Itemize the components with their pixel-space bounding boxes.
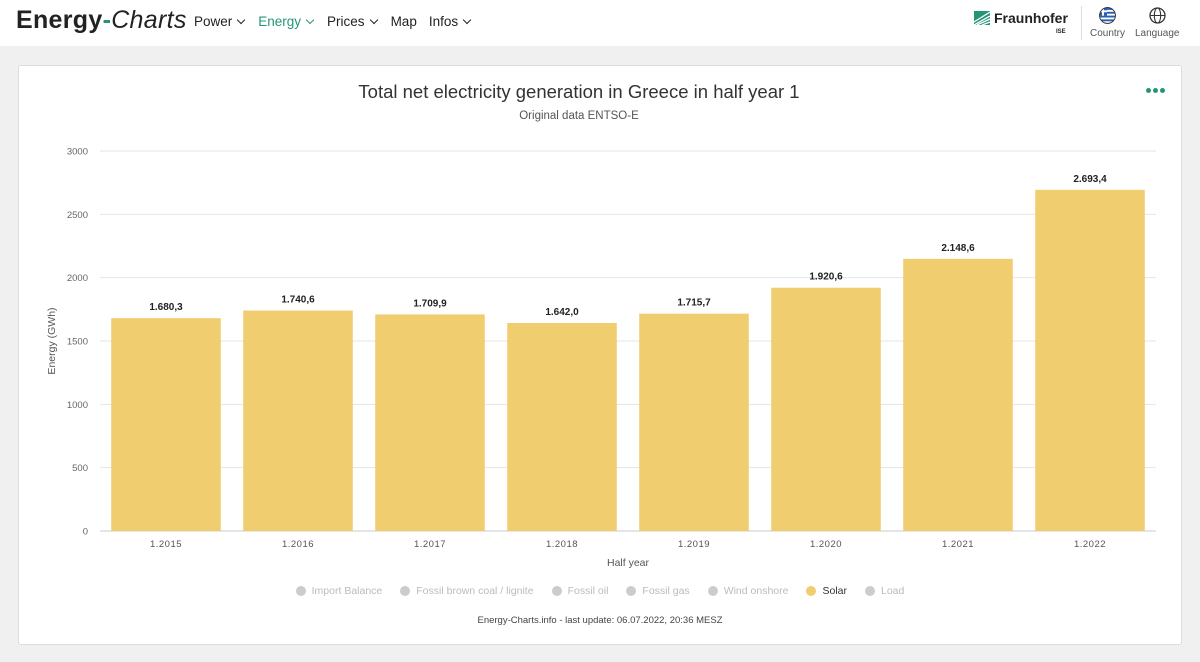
bar-1.2017[interactable] <box>375 314 485 531</box>
y-tick-label: 1500 <box>67 337 88 348</box>
header-divider <box>1081 6 1082 40</box>
bar-value-label: 1.740,6 <box>281 295 315 306</box>
legend-dot-icon <box>865 586 875 596</box>
logo-text: Fraunhofer <box>994 10 1068 26</box>
fraunhofer-mark-icon <box>974 11 990 25</box>
legend-item-fossil-brown-coal-lignite[interactable]: Fossil brown coal / lignite <box>400 585 534 597</box>
fraunhofer-logo[interactable]: Fraunhofer ISE <box>974 10 1068 35</box>
site-logo[interactable]: Energy-Charts <box>16 6 187 34</box>
bar-1.2015[interactable] <box>111 318 221 531</box>
bar-value-label: 2.148,6 <box>941 243 975 254</box>
nav-item-map[interactable]: Map <box>391 14 417 29</box>
legend-item-wind-onshore[interactable]: Wind onshore <box>707 585 789 597</box>
top-navigation-bar: Energy-Charts Power Energy Prices Map Infos … <box>0 0 1200 46</box>
legend-dot-icon <box>626 586 637 596</box>
x-axis-label: Half year <box>607 557 650 569</box>
bar-1.2021[interactable] <box>903 258 1013 531</box>
nav-item-energy[interactable]: Energy <box>258 14 315 29</box>
legend-label: Load <box>881 585 905 597</box>
legend-label: Import Balance <box>311 585 383 597</box>
x-tick-label: 1.2018 <box>546 539 578 550</box>
bar-value-label: 2.693,4 <box>1073 174 1107 185</box>
legend-item-load[interactable]: Load <box>865 585 904 597</box>
bar-value-label: 1.680,3 <box>149 302 183 313</box>
legend-label: Wind onshore <box>723 585 789 597</box>
legend-label: Fossil brown coal / lignite <box>416 585 534 597</box>
greece-flag-icon <box>1099 7 1116 24</box>
bar-value-label: 1.642,0 <box>545 307 579 318</box>
bar-1.2016[interactable] <box>243 310 353 531</box>
x-tick-label: 1.2016 <box>282 539 314 550</box>
chart-legend: Import Balance Fossil brown coal / lignit… <box>0 585 1200 597</box>
nav-item-power[interactable]: Power <box>194 14 246 29</box>
y-tick-label: 2000 <box>67 273 88 284</box>
x-tick-label: 1.2020 <box>810 539 842 550</box>
legend-dot-icon <box>295 586 306 596</box>
bar-value-label: 1.920,6 <box>809 272 843 283</box>
globe-icon <box>1149 7 1166 24</box>
nav-item-label: Power <box>194 14 233 29</box>
bar-1.2020[interactable] <box>771 287 881 531</box>
legend-dot-icon <box>551 586 562 596</box>
y-axis-label: Energy (GWh) <box>46 307 58 374</box>
y-tick-label: 0 <box>83 527 88 538</box>
language-label: Language <box>1135 28 1180 39</box>
logo-subtext: ISE <box>1056 29 1066 35</box>
nav-item-label: Map <box>390 14 417 29</box>
legend-item-fossil-gas[interactable]: Fossil gas <box>626 585 690 597</box>
bar-value-label: 1.709,9 <box>413 298 447 309</box>
last-update-footer: Energy-Charts.info - last update: 06.07.… <box>477 615 723 626</box>
bar-1.2018[interactable] <box>507 323 617 531</box>
chart-options-menu-icon[interactable] <box>1146 88 1165 93</box>
chart-subtitle: Original data ENTSO-E <box>519 110 639 122</box>
language-selector[interactable]: Language <box>1135 7 1180 39</box>
legend-item-solar[interactable]: Solar <box>806 585 847 597</box>
y-tick-label: 1000 <box>67 400 88 411</box>
legend-label: Solar <box>822 585 847 597</box>
country-selector[interactable]: Country <box>1090 7 1125 39</box>
y-tick-label: 2500 <box>67 210 88 221</box>
nav-item-label: Prices <box>327 14 365 29</box>
x-tick-label: 1.2022 <box>1074 539 1106 550</box>
chart-title: Total net electricity generation in Gree… <box>358 81 799 102</box>
x-tick-label: 1.2021 <box>942 539 974 550</box>
legend-label: Fossil gas <box>642 585 690 597</box>
legend-dot-icon <box>806 586 817 596</box>
legend-item-import-balance[interactable]: Import Balance <box>295 585 383 597</box>
bar-1.2022[interactable] <box>1035 189 1145 531</box>
nav-item-label: Infos <box>428 14 459 29</box>
y-tick-label: 500 <box>72 463 88 474</box>
x-tick-label: 1.2019 <box>678 539 710 550</box>
y-tick-label: 3000 <box>67 147 88 158</box>
main-menu: Power Energy Prices Map Infos <box>194 14 472 29</box>
nav-item-prices[interactable]: Prices <box>327 14 379 29</box>
legend-dot-icon <box>400 586 411 596</box>
bar-1.2019[interactable] <box>639 313 749 531</box>
country-label: Country <box>1090 28 1126 39</box>
x-tick-label: 1.2015 <box>150 539 182 550</box>
legend-dot-icon <box>707 586 718 596</box>
nav-item-label: Energy <box>258 14 302 29</box>
bar-value-label: 1.715,7 <box>677 298 711 309</box>
x-tick-label: 1.2017 <box>414 539 446 550</box>
legend-item-fossil-oil[interactable]: Fossil oil <box>551 585 609 597</box>
nav-item-infos[interactable]: Infos <box>429 14 472 29</box>
legend-label: Fossil oil <box>567 585 609 597</box>
